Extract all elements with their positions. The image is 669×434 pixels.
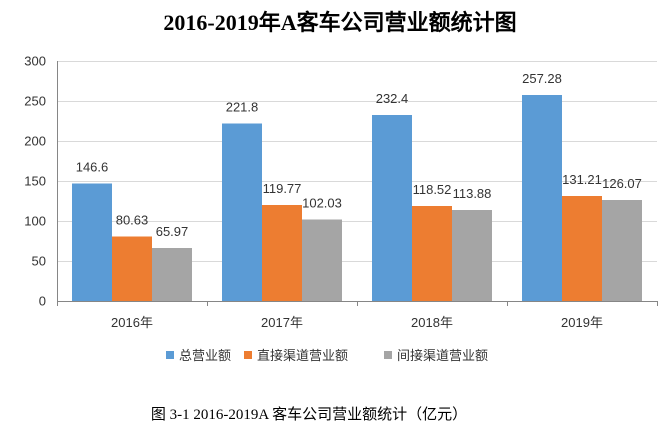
bar-series-1-cat-0	[112, 236, 152, 301]
x-tick-label-3: 2019年	[561, 315, 603, 330]
legend-swatch-1	[244, 351, 252, 359]
data-label-series-0-cat-0: 146.6	[76, 160, 109, 175]
bar-series-1-cat-1	[262, 205, 302, 301]
data-label-series-1-cat-0: 80.63	[116, 212, 149, 227]
x-tick-label-2: 2018年	[411, 315, 453, 330]
data-label-series-2-cat-3: 126.07	[602, 176, 642, 191]
y-tick-label-6: 300	[24, 54, 46, 69]
data-label-series-0-cat-2: 232.4	[376, 91, 409, 106]
data-label-series-1-cat-2: 118.52	[413, 182, 452, 197]
data-label-series-2-cat-1: 102.03	[302, 195, 342, 210]
legend-label-0: 总营业额	[179, 348, 231, 363]
y-tick-label-5: 250	[24, 94, 46, 109]
figure-caption: 图 3-1 2016-2019A 客车公司营业额统计（亿元）	[151, 406, 467, 423]
data-labels: 146.6 221.8 232.4 257.28 80.63 119.77 118.52 13…	[76, 71, 642, 239]
legend-item-2: 间接渠道营业额	[384, 348, 488, 363]
bar-series-0-cat-2	[372, 115, 412, 301]
legend-label-2: 间接渠道营业额	[397, 348, 488, 363]
axes: 0 50 100 150 200 250 300 2016年 2017年 2018年 2019年	[24, 54, 658, 330]
legend-item-0: 总营业额	[166, 348, 231, 363]
data-label-series-0-cat-1: 221.8	[226, 100, 259, 115]
bar-series-2-cat-3	[602, 200, 642, 301]
legend-swatch-0	[166, 351, 174, 359]
bar-series-2-cat-2	[452, 209, 492, 301]
y-tick-label-0: 0	[39, 294, 46, 309]
bar-series-1-cat-3	[562, 196, 602, 301]
bar-series-2-cat-0	[152, 248, 192, 301]
data-label-series-0-cat-3: 257.28	[522, 71, 562, 86]
legend-swatch-2	[384, 351, 392, 359]
bars	[72, 95, 642, 302]
bar-series-0-cat-3	[522, 95, 562, 302]
y-tick-label-2: 100	[24, 214, 46, 229]
y-tick-label-3: 150	[24, 174, 46, 189]
x-tick-label-0: 2016年	[111, 315, 153, 330]
y-tick-label-4: 200	[24, 134, 46, 149]
legend: 总营业额 直接渠道营业额 间接渠道营业额	[166, 348, 488, 363]
legend-item-1: 直接渠道营业额	[244, 348, 348, 363]
bar-series-0-cat-0	[72, 183, 112, 301]
chart-title: 2016-2019年A客车公司营业额统计图	[163, 10, 516, 35]
data-label-series-2-cat-0: 65.97	[156, 224, 189, 239]
data-label-series-1-cat-1: 119.77	[263, 181, 302, 196]
bar-series-1-cat-2	[412, 206, 452, 301]
y-tick-label-1: 50	[32, 254, 46, 269]
bar-series-0-cat-1	[222, 123, 262, 301]
bar-series-2-cat-1	[302, 219, 342, 301]
legend-label-1: 直接渠道营业额	[257, 348, 348, 363]
data-label-series-1-cat-3: 131.21	[562, 172, 602, 187]
x-tick-label-1: 2017年	[261, 315, 303, 330]
data-label-series-2-cat-2: 113.88	[453, 186, 492, 201]
